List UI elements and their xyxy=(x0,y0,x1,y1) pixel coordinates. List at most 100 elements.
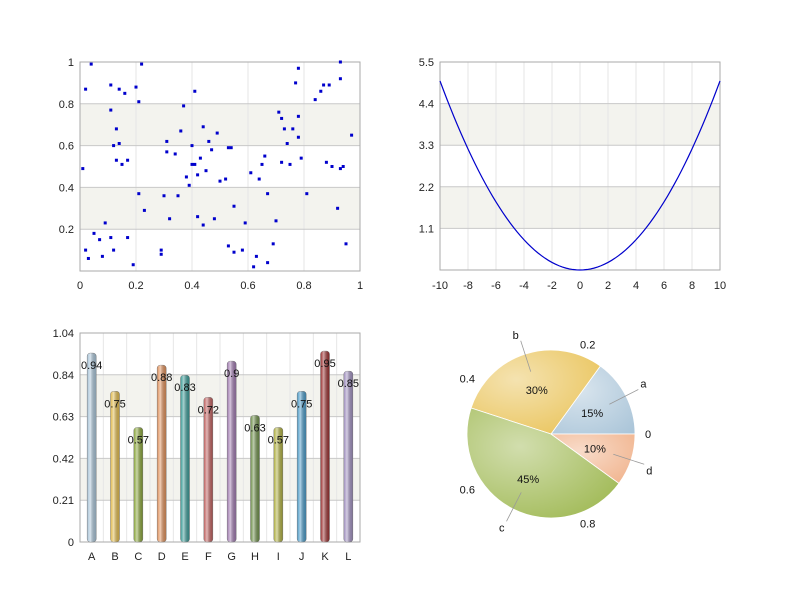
scatter-point xyxy=(288,162,292,166)
scatter-chart: 0 0.2 0.4 0.6 0.8 1 0.2 0.4 0.6 0.8 1 xyxy=(59,57,363,292)
rim-label: 0.2 xyxy=(580,340,595,352)
bar-shine xyxy=(343,371,353,542)
slice-name-label: d xyxy=(646,465,652,477)
scatter-point xyxy=(215,131,219,135)
scatter-point xyxy=(277,110,281,114)
scatter-point xyxy=(243,221,247,225)
scatter-point xyxy=(187,183,191,187)
x-tick-label: 8 xyxy=(689,280,695,292)
slice-percent-label: 15% xyxy=(581,408,603,420)
scatter-point xyxy=(266,192,270,196)
x-tick-label: F xyxy=(205,551,212,563)
scatter-point xyxy=(212,217,216,221)
scatter-point xyxy=(112,144,116,148)
pie-chart: 15% a 30% b 45% c 10% d 0 0.2 0.4 0.6 0.8 xyxy=(460,330,653,535)
bar-shine xyxy=(227,361,237,542)
scatter-point xyxy=(137,100,141,104)
scatter-point xyxy=(196,215,200,219)
bar-shine xyxy=(180,375,190,542)
y-tick-label: 3.3 xyxy=(419,140,434,152)
scatter-point xyxy=(193,89,197,93)
x-tick-label: -4 xyxy=(519,280,529,292)
bar-shine xyxy=(110,391,120,542)
scatter-point xyxy=(126,236,130,240)
scatter-point xyxy=(226,146,230,150)
y-tick-label: 1.04 xyxy=(53,328,74,340)
scatter-point xyxy=(232,204,236,208)
scatter-point xyxy=(291,127,295,131)
scatter-point xyxy=(84,248,88,252)
leader-line xyxy=(506,492,522,522)
data-label: 0.75 xyxy=(104,398,125,410)
x-tick-label: C xyxy=(134,551,142,563)
bar-shine xyxy=(87,353,97,542)
scatter-point xyxy=(224,177,228,181)
x-tick-label: 2 xyxy=(605,280,611,292)
scatter-point xyxy=(299,156,303,160)
x-tick-label: -2 xyxy=(547,280,557,292)
bar-shine xyxy=(157,365,167,542)
scatter-point xyxy=(271,242,275,246)
y-tick-label: 0.4 xyxy=(59,182,74,194)
scatter-point xyxy=(282,127,286,131)
scatter-point xyxy=(142,208,146,212)
plot-band xyxy=(80,103,360,146)
y-tick-label: 0.21 xyxy=(53,495,74,507)
y-tick-label: 0.2 xyxy=(59,224,74,236)
y-tick-label: 0 xyxy=(68,537,74,549)
scatter-point xyxy=(322,83,326,87)
pie-slice-shine xyxy=(551,434,635,484)
x-tick-label: E xyxy=(181,551,188,563)
data-label: 0.72 xyxy=(198,404,219,416)
data-label: 0.57 xyxy=(128,434,149,446)
scatter-point xyxy=(168,217,172,221)
data-label: 0.85 xyxy=(338,378,359,390)
scatter-point xyxy=(285,142,289,146)
plot-band xyxy=(80,229,360,271)
scatter-point xyxy=(190,162,194,166)
scatter-point xyxy=(201,125,205,129)
scatter-point xyxy=(229,146,233,150)
scatter-point xyxy=(218,179,222,183)
scatter-point xyxy=(100,254,104,258)
slice-percent-label: 10% xyxy=(584,443,606,455)
scatter-point xyxy=(280,116,284,120)
data-label: 0.57 xyxy=(268,434,289,446)
x-tick-label: 0.2 xyxy=(128,280,143,292)
x-tick-label: -6 xyxy=(491,280,501,292)
rim-label: 0.4 xyxy=(460,374,475,386)
scatter-point xyxy=(109,236,113,240)
scatter-point xyxy=(103,221,107,225)
scatter-point xyxy=(330,165,334,168)
scatter-point xyxy=(327,83,331,87)
leader-line xyxy=(613,453,645,465)
scatter-point xyxy=(173,152,177,156)
bar-shine xyxy=(320,351,330,542)
slice-percent-label: 45% xyxy=(517,474,539,486)
rim-label: 0.8 xyxy=(580,518,595,530)
rim-label: 0.6 xyxy=(460,484,475,496)
x-tick-label: A xyxy=(88,551,96,563)
x-tick-label: I xyxy=(277,551,280,563)
scatter-point xyxy=(313,98,317,102)
scatter-point xyxy=(159,252,163,256)
y-tick-label: 1 xyxy=(68,57,74,69)
scatter-point xyxy=(92,231,96,235)
scatter-point xyxy=(294,81,298,85)
data-label: 0.63 xyxy=(244,422,265,434)
scatter-point xyxy=(182,104,186,108)
y-tick-label: 2.2 xyxy=(419,182,434,194)
scatter-point xyxy=(296,66,300,70)
leader-line xyxy=(520,340,532,372)
scatter-point xyxy=(296,114,300,118)
bar-shine xyxy=(273,427,283,542)
pie-slice-shine xyxy=(471,349,601,434)
scatter-point xyxy=(137,192,141,196)
scatter-point xyxy=(249,171,253,175)
scatter-point xyxy=(336,206,340,210)
data-label: 0.94 xyxy=(81,360,102,372)
x-tick-label: K xyxy=(321,551,329,563)
scatter-point xyxy=(324,160,328,164)
scatter-point xyxy=(338,167,342,171)
leader-line xyxy=(609,389,639,405)
